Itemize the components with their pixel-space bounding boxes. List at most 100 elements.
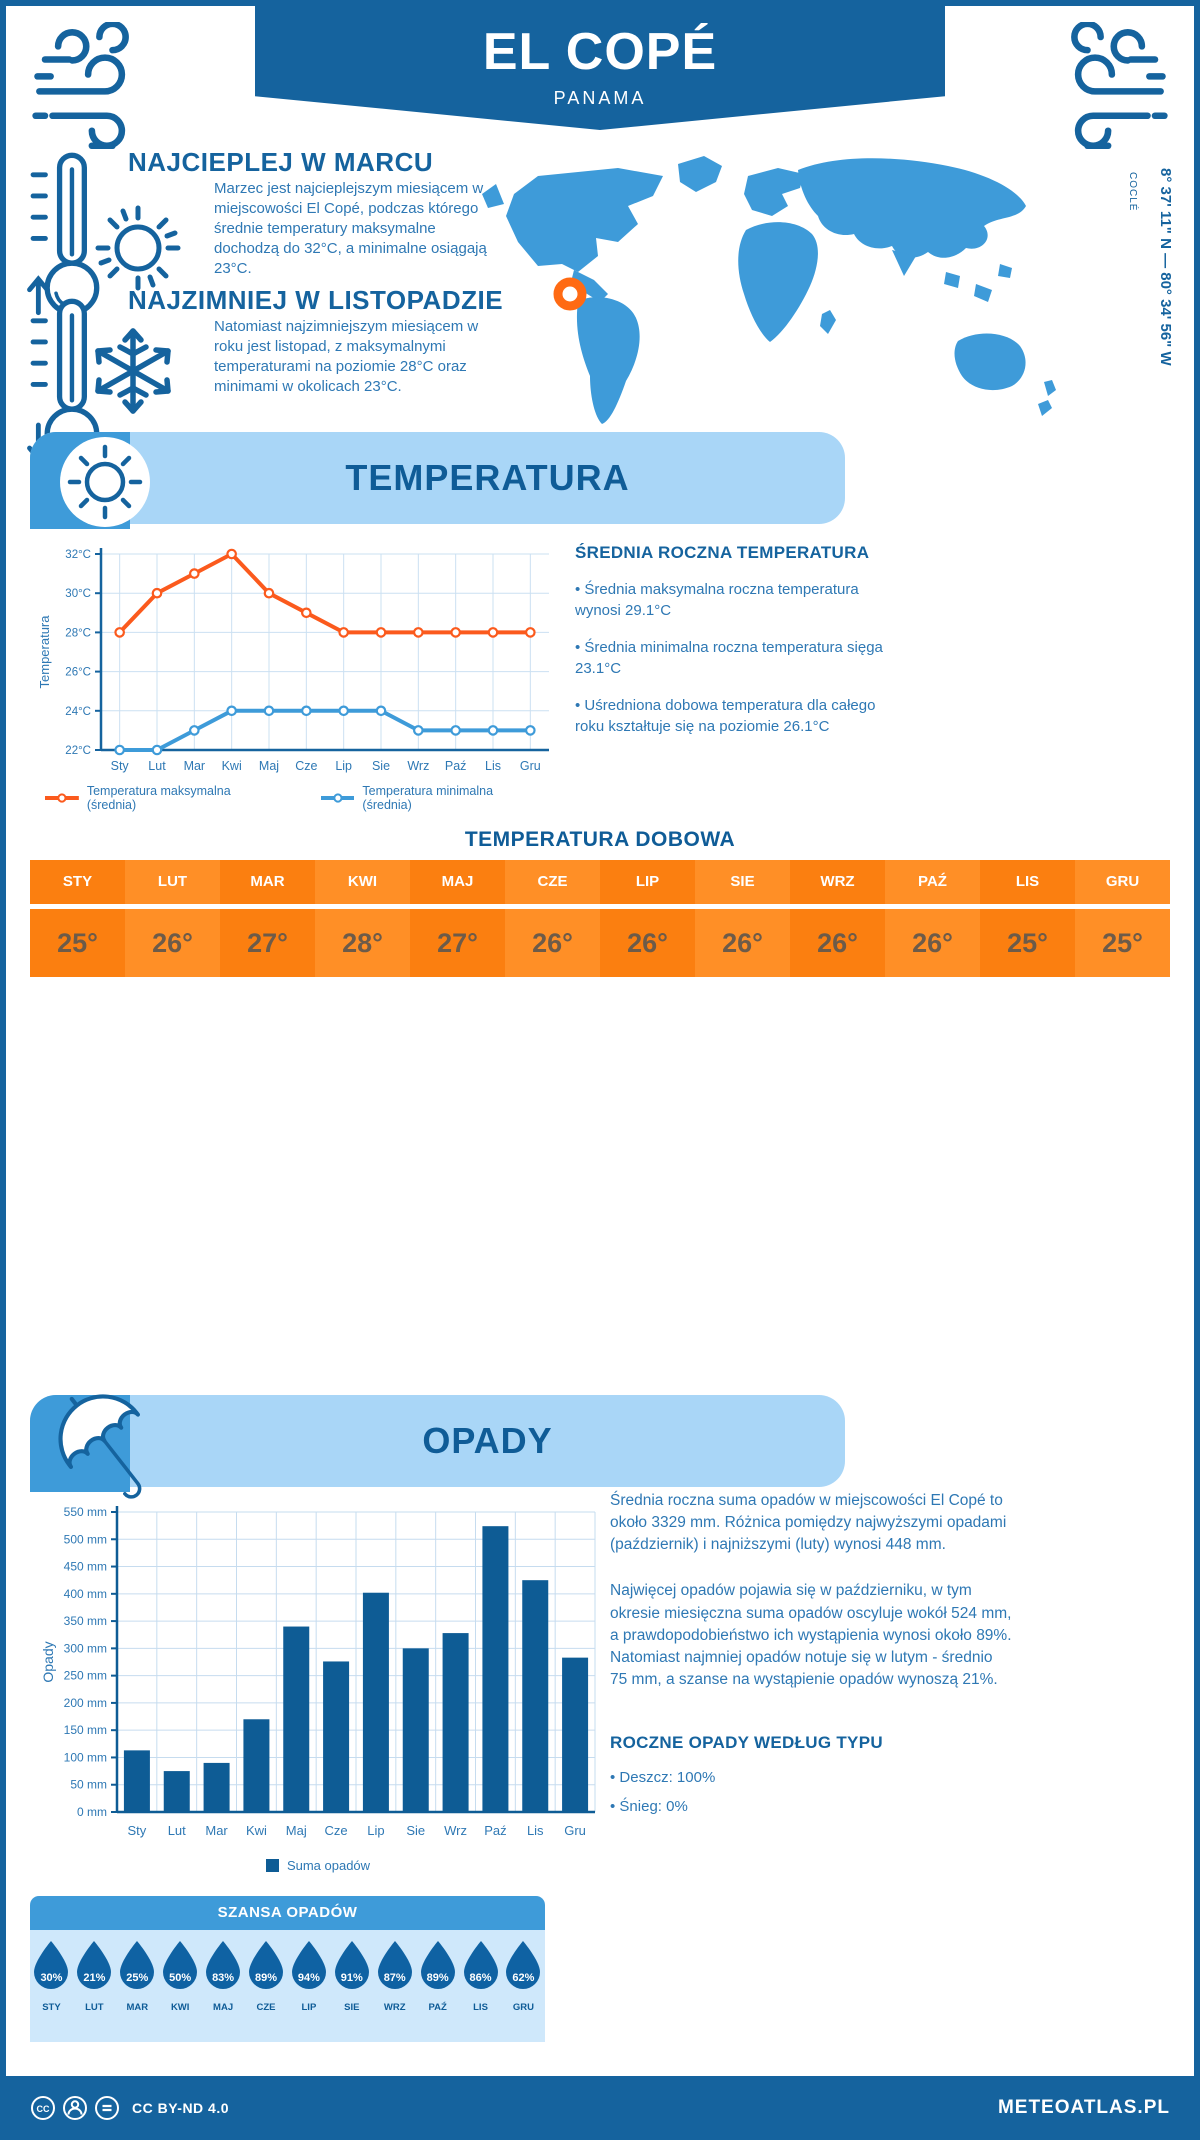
coldest-month-text: Natomiast najzimniejszym miesiącem w rok… <box>214 318 479 396</box>
svg-text:Wrz: Wrz <box>407 759 429 773</box>
rain-chance-item: 30% STY <box>31 1940 71 2042</box>
svg-text:Lut: Lut <box>168 1823 186 1838</box>
page-title: EL COPÉ <box>482 23 718 81</box>
svg-text:Lis: Lis <box>527 1823 544 1838</box>
coldest-month-heading: NAJZIMNIEJ W LISTOPADZIE <box>128 285 504 315</box>
cc-nd-icon <box>95 2096 119 2120</box>
precipitation-chart-legend: Suma opadów <box>33 1858 603 1873</box>
table-month-row: STY LUT MAR KWI MAJ CZE LIP SIE WRZ PAŹ LIS GRU <box>30 860 1170 904</box>
rain-chance-value: 91% <box>340 1972 363 1984</box>
warmest-month-heading: NAJCIEPLEJ W MARCU <box>128 147 434 177</box>
rain-chance-month: KWI <box>170 2002 190 2013</box>
svg-text:50 mm: 50 mm <box>70 1778 107 1792</box>
rain-chance-month: LIP <box>301 2002 317 2013</box>
svg-text:Mar: Mar <box>184 759 206 773</box>
svg-text:Kwi: Kwi <box>246 1823 267 1838</box>
rain-chance-item: 91% SIE <box>332 1940 372 2042</box>
legend-item: Temperatura minimalna (średnia) <box>320 784 545 812</box>
cc-person-icon <box>63 2096 87 2120</box>
temperature-chart-legend: Temperatura maksymalna (średnia) Temperat… <box>45 784 545 812</box>
svg-text:350 mm: 350 mm <box>64 1614 107 1628</box>
water-drop-icon <box>206 1941 241 1989</box>
coordinates-label: 8° 37' 11" N — 80° 34' 56" W <box>1157 168 1174 366</box>
cc-icon: CC <box>31 2096 55 2120</box>
precipitation-paragraph: Średnia roczna suma opadów w miejscowośc… <box>610 1492 1007 1554</box>
water-drop-icon <box>163 1941 198 1989</box>
svg-text:Opady: Opady <box>40 1641 56 1682</box>
rain-chance-value: 87% <box>383 1972 406 1984</box>
rain-chance-item: 21% LUT <box>74 1940 114 2042</box>
svg-text:150 mm: 150 mm <box>64 1723 107 1737</box>
table-month-cell: WRZ <box>790 860 885 904</box>
rain-chance-month: CZE <box>256 2002 276 2013</box>
svg-text:Maj: Maj <box>286 1823 307 1838</box>
rain-chance-month: STY <box>42 2002 61 2013</box>
temperature-bullet: • Uśredniona dobowa temperatura dla całe… <box>575 697 876 735</box>
water-drop-icon <box>248 1941 283 1989</box>
svg-text:Maj: Maj <box>259 759 279 773</box>
thermometer-up-icon <box>27 152 100 316</box>
table-temp-cell: 25° <box>1075 909 1170 977</box>
rain-chance-item: 50% KWI <box>160 1940 200 2042</box>
precipitation-section-banner: OPADY <box>30 1394 845 1499</box>
svg-text:26°C: 26°C <box>65 667 91 679</box>
table-month-cell: LUT <box>125 860 220 904</box>
rain-chance-value: 62% <box>512 1972 535 1984</box>
svg-text:0 mm: 0 mm <box>77 1805 107 1819</box>
rain-chance-month: GRU <box>512 2002 534 2013</box>
svg-text:24°C: 24°C <box>65 706 91 718</box>
water-drop-icon <box>463 1941 498 1989</box>
table-month-cell: MAJ <box>410 860 505 904</box>
precipitation-bar-chart: 0 mm 50 mm 100 mm 150 mm 200 mm 250 mm 300 mm 3… <box>40 1505 596 1838</box>
svg-text:200 mm: 200 mm <box>64 1696 107 1710</box>
table-value-row: 25° 26° 27° 28° 27° 26° 26° 26° 26° 26° 25° 25° <box>30 909 1170 977</box>
rain-chance-value: 25% <box>126 1972 149 1984</box>
temperature-section-title: TEMPERATURA <box>345 457 630 498</box>
location-marker-icon <box>553 277 587 311</box>
rain-chance-item: 94% LIP <box>289 1940 329 2042</box>
water-drop-icon <box>377 1941 412 1989</box>
table-temp-cell: 25° <box>980 909 1075 977</box>
table-temp-cell: 26° <box>505 909 600 977</box>
table-temp-cell: 27° <box>220 909 315 977</box>
rain-chance-month: MAJ <box>213 2002 234 2013</box>
svg-text:Lis: Lis <box>485 759 501 773</box>
water-drop-icon <box>77 1941 112 1989</box>
rain-chance-value: 89% <box>254 1972 277 1984</box>
svg-text:400 mm: 400 mm <box>64 1587 107 1601</box>
svg-text:450 mm: 450 mm <box>64 1560 107 1574</box>
table-month-cell: SIE <box>695 860 790 904</box>
svg-text:Gru: Gru <box>564 1823 586 1838</box>
header-banner: EL COPÉ PANAMA <box>255 0 945 130</box>
precipitation-paragraph: Najwięcej opadów pojawia się w październ… <box>610 1582 1012 1689</box>
sun-icon <box>95 205 181 291</box>
svg-text:22°C: 22°C <box>65 745 91 757</box>
svg-text:Lip: Lip <box>335 759 352 773</box>
svg-text:250 mm: 250 mm <box>64 1669 107 1683</box>
rain-chance-item: 86% LIS <box>461 1940 501 2042</box>
wind-icon <box>32 22 129 150</box>
water-drop-icon <box>334 1941 369 1989</box>
precipitation-type-bullet: • Deszcz: 100% <box>610 1769 716 1787</box>
svg-text:300 mm: 300 mm <box>64 1641 107 1655</box>
rain-chance-item: 25% MAR <box>117 1940 157 2042</box>
temperature-section-banner: TEMPERATURA <box>30 432 845 529</box>
rain-chance-month: MAR <box>126 2002 149 2013</box>
precipitation-type-title: ROCZNE OPADY WEDŁUG TYPU <box>610 1733 883 1753</box>
table-month-cell: MAR <box>220 860 315 904</box>
table-month-cell: LIP <box>600 860 695 904</box>
chance-of-rain-title: SZANSA OPADÓW <box>30 1896 545 1930</box>
daily-temperature-table: STY LUT MAR KWI MAJ CZE LIP SIE WRZ PAŹ LIS GRU 25°… <box>30 860 1170 977</box>
rain-chance-value: 30% <box>40 1972 63 1984</box>
precipitation-type-bullet: • Śnieg: 0% <box>610 1798 688 1816</box>
svg-text:Wrz: Wrz <box>444 1823 467 1838</box>
svg-text:Cze: Cze <box>295 759 317 773</box>
rain-chance-month: WRZ <box>383 2002 406 2013</box>
precipitation-summary: Średnia roczna suma opadów w miejscowośc… <box>610 1490 1012 1817</box>
precipitation-section-title: OPADY <box>422 1420 553 1461</box>
svg-text:Lip: Lip <box>367 1823 384 1838</box>
temperature-line-chart: 22°C 24°C 26°C 28°C 30°C 32°C Sty Lut Mar Kwi Maj C… <box>37 548 549 773</box>
svg-text:Lut: Lut <box>148 759 166 773</box>
table-temp-cell: 25° <box>30 909 125 977</box>
rain-chance-value: 83% <box>212 1972 235 1984</box>
